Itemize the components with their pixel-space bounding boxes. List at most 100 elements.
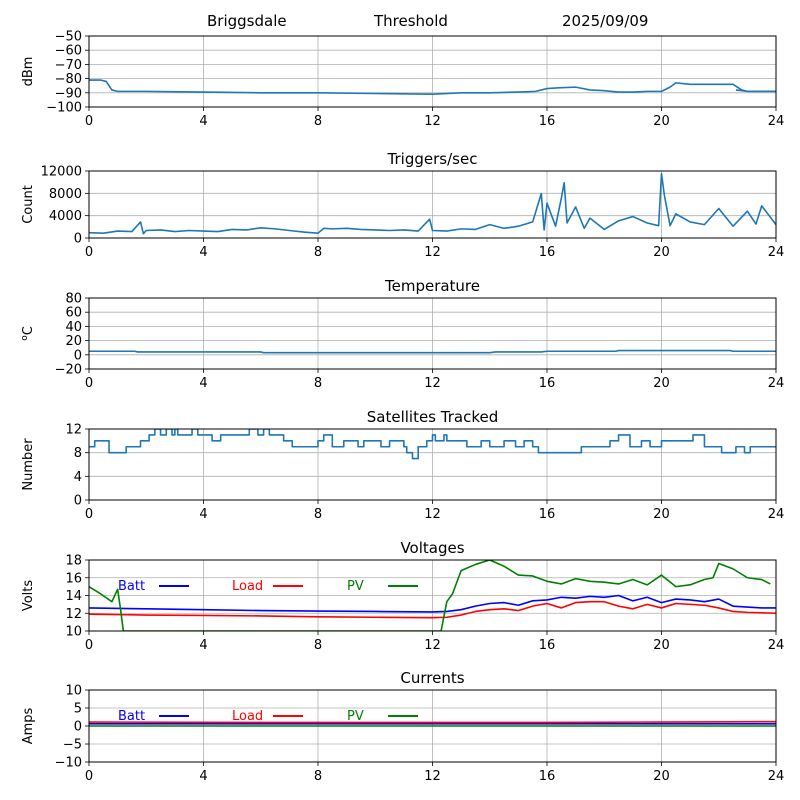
- x-tick-label: 12: [424, 114, 441, 129]
- y-tick-label: 5: [74, 702, 82, 717]
- x-tick-label: 24: [768, 245, 785, 260]
- series-line: [736, 90, 776, 91]
- y-tick-label: 10: [65, 625, 82, 640]
- figure: Briggsdale Threshold 2025/09/09 0 4 8 12 16 2…: [0, 0, 800, 800]
- panel-triggers: 0481216202404000800012000Triggers/secCou…: [21, 150, 784, 260]
- x-tick-label: 8: [314, 507, 322, 522]
- x-tick-label: 4: [199, 114, 207, 129]
- x-tick-label: 20: [653, 114, 670, 129]
- y-tick-label: −50: [55, 30, 82, 45]
- panel-title: Temperature: [384, 277, 480, 295]
- x-tick-label: 20: [653, 507, 670, 522]
- x-tick-label: 4: [199, 638, 207, 653]
- x-tick-label: 0: [85, 638, 93, 653]
- x-tick-label: 4: [199, 769, 207, 784]
- panel-title: Triggers/sec: [387, 150, 478, 168]
- x-tick-label: 12: [424, 769, 441, 784]
- x-tick-label: 16: [539, 114, 556, 129]
- chart-panels: 04812162024−100−90−80−70−60−50dBm0481216…: [20, 30, 784, 785]
- y-axis-label: Volts: [21, 580, 36, 612]
- x-tick-label: 4: [199, 507, 207, 522]
- x-tick-label: 24: [768, 376, 785, 391]
- y-tick-label: 14: [65, 589, 82, 604]
- x-tick-label: 8: [314, 376, 322, 391]
- unit-text: C: [21, 326, 36, 335]
- x-tick-label: 0: [85, 507, 93, 522]
- x-tick-label: 0: [85, 245, 93, 260]
- legend-label-batt: Batt: [118, 709, 145, 724]
- x-tick-label: 24: [768, 638, 785, 653]
- panel-temperature: 04812162024−20020406080TemperatureoC: [20, 277, 784, 391]
- y-axis-label: Amps: [21, 707, 36, 744]
- y-tick-label: −70: [55, 58, 82, 73]
- y-tick-label: −100: [46, 101, 82, 116]
- y-tick-label: −90: [55, 86, 82, 101]
- x-tick-label: 16: [539, 638, 556, 653]
- x-tick-label: 24: [768, 769, 785, 784]
- x-tick-label: 20: [653, 245, 670, 260]
- panel-title: Satellites Tracked: [367, 408, 498, 426]
- y-tick-label: 16: [65, 571, 82, 586]
- x-tick-label: 16: [539, 507, 556, 522]
- y-tick-label: 0: [74, 494, 82, 509]
- legend-label-batt: Batt: [118, 579, 145, 594]
- x-tick-label: 8: [314, 114, 322, 129]
- mode-title: Threshold: [373, 12, 448, 30]
- y-tick-label: 0: [74, 348, 82, 363]
- date-title: 2025/09/09: [562, 12, 648, 30]
- y-tick-label: 40: [65, 320, 82, 335]
- x-tick-label: 12: [424, 638, 441, 653]
- legend-label-pv: PV: [347, 709, 364, 724]
- x-tick-label: 16: [539, 769, 556, 784]
- x-tick-label: 8: [314, 245, 322, 260]
- panel-title: Currents: [400, 669, 464, 687]
- x-tick-label: 0: [85, 376, 93, 391]
- x-tick-label: 16: [539, 376, 556, 391]
- y-tick-label: 10: [65, 684, 82, 699]
- x-tick-label: 12: [424, 507, 441, 522]
- x-tick-label: 20: [653, 769, 670, 784]
- panel-satellites: 0 4 8 12 16 20 24 0 4 8 12 Satellites Tracked Number: [21, 408, 784, 522]
- y-tick-label: −80: [55, 72, 82, 87]
- y-axis-label: dBm: [21, 57, 36, 87]
- x-tick-label: 12: [424, 376, 441, 391]
- x-tick-label: 4: [199, 245, 207, 260]
- y-axis-label: Number: [21, 438, 36, 491]
- panel-currents: 0 4 8 12 16 20 24 −10 −5 0 5 10 Currents Amps Batt Load…: [21, 669, 784, 784]
- y-tick-label: −20: [55, 363, 82, 378]
- x-tick-label: 24: [768, 114, 785, 129]
- y-tick-label: 8: [74, 446, 82, 461]
- panel-threshold: 04812162024−100−90−80−70−60−50dBm: [21, 30, 784, 130]
- y-tick-label: 80: [65, 292, 82, 307]
- series-line-load: [89, 722, 776, 723]
- legend-label-load: Load: [232, 579, 263, 594]
- y-tick-label: 0: [74, 232, 82, 247]
- x-tick-label: 0: [85, 769, 93, 784]
- y-tick-label: 8000: [49, 187, 82, 202]
- y-tick-label: 12000: [41, 165, 82, 180]
- y-tick-label: 20: [65, 334, 82, 349]
- station-title: Briggsdale: [207, 12, 287, 30]
- x-tick-label: 20: [653, 376, 670, 391]
- x-tick-label: 8: [314, 769, 322, 784]
- y-axis-label: oC: [20, 326, 36, 341]
- y-tick-label: 4: [74, 470, 82, 485]
- legend-label-load: Load: [232, 709, 263, 724]
- legend-label-pv: PV: [347, 579, 364, 594]
- y-tick-label: 0: [74, 720, 82, 735]
- panel-voltages: 048121620241012141618VoltagesVoltsBattLo…: [21, 539, 784, 653]
- x-tick-label: 16: [539, 245, 556, 260]
- x-tick-label: 24: [768, 507, 785, 522]
- y-tick-label: −5: [63, 738, 82, 753]
- y-tick-label: 4000: [49, 209, 82, 224]
- y-tick-label: 12: [65, 423, 82, 438]
- y-tick-label: −10: [55, 756, 82, 771]
- x-tick-label: 4: [199, 376, 207, 391]
- x-tick-label: 0: [85, 114, 93, 129]
- x-tick-label: 8: [314, 638, 322, 653]
- panel-title: Voltages: [400, 539, 464, 557]
- x-tick-label: 20: [653, 638, 670, 653]
- y-tick-label: 60: [65, 306, 82, 321]
- x-tick-label: 12: [424, 245, 441, 260]
- y-tick-label: 18: [65, 554, 82, 569]
